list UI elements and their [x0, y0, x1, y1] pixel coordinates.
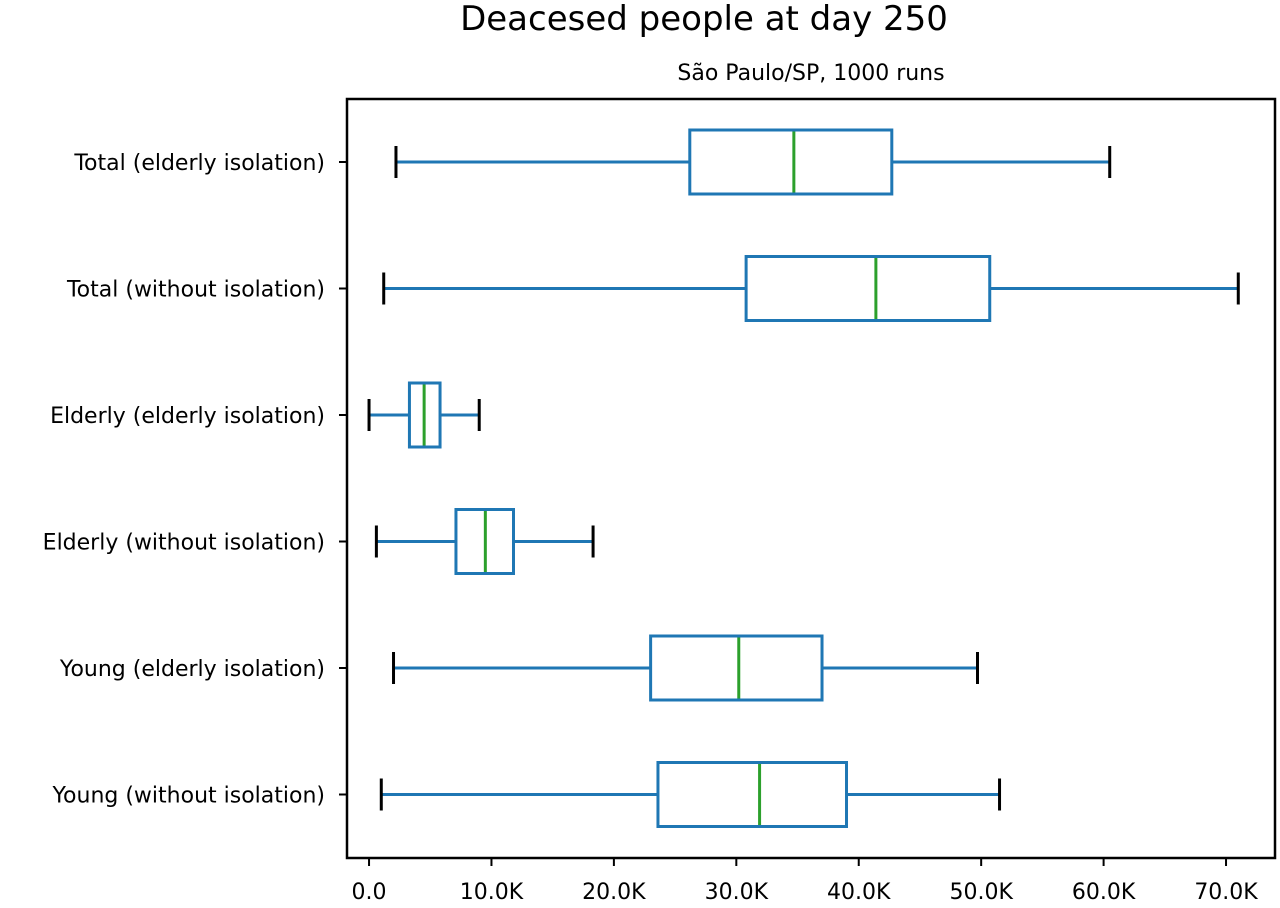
boxes-layer	[367, 128, 1240, 828]
x-tick-label: 30.0K	[705, 880, 769, 905]
iqr-box	[454, 508, 516, 575]
iqr-box	[649, 634, 824, 702]
x-tick-label: 0.0	[352, 880, 387, 905]
x-tick-label: 10.0K	[460, 880, 524, 905]
boxplot-item	[394, 128, 1112, 196]
boxplot-item	[367, 381, 481, 449]
x-tick-label: 70.0K	[1194, 880, 1258, 905]
y-tick-label: Total (elderly isolation)	[73, 151, 325, 176]
x-tick-label: 40.0K	[827, 880, 891, 905]
boxplot-item	[392, 634, 980, 702]
y-tick-label: Young (without isolation)	[52, 784, 325, 809]
boxplot-item	[382, 255, 1240, 322]
y-axis: Total (elderly isolation) Total (without …	[43, 151, 347, 809]
iqr-box	[656, 761, 849, 828]
iqr-box	[744, 255, 992, 322]
y-tick-label: Young (elderly isolation)	[59, 657, 325, 682]
plot-area-frame	[345, 97, 1277, 860]
x-tick-label: 60.0K	[1072, 880, 1136, 905]
boxplot-item	[374, 508, 595, 575]
boxplot-item	[379, 761, 1002, 828]
chart-title: Deacesed people at day 250	[460, 0, 948, 39]
x-tick-label: 20.0K	[582, 880, 646, 905]
chart-subtitle: São Paulo/SP, 1000 runs	[677, 61, 944, 86]
y-tick-label: Elderly (elderly isolation)	[50, 404, 325, 429]
iqr-box	[688, 128, 894, 196]
y-tick-label: Total (without isolation)	[66, 278, 325, 303]
y-tick-label: Elderly (without isolation)	[43, 531, 325, 556]
x-tick-label: 50.0K	[949, 880, 1013, 905]
x-axis: 0.0 10.0K 20.0K 30.0K 40.0K 50.0K 60.0K 70.0K	[352, 858, 1258, 905]
iqr-box	[407, 381, 442, 449]
